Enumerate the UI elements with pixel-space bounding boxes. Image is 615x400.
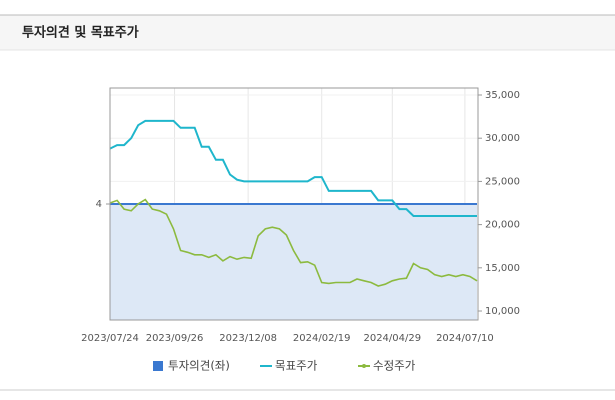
series-line [109,119,477,217]
y2-tick-label: 30,000 [485,133,520,144]
legend-label: 목표주가 [275,359,318,373]
chart-title: 투자의견 및 목표주가 [22,25,139,41]
x-tick-label: 2023/12/08 [219,333,277,344]
legend-marker [362,364,366,368]
y2-tick-label: 15,000 [485,263,520,274]
x-tick-label: 2023/09/26 [146,333,204,344]
x-tick-label: 2024/04/29 [363,333,421,344]
series-line [109,198,478,287]
y2-tick-label: 35,000 [485,90,520,101]
header-bg [0,15,615,50]
y2-tick-label: 10,000 [485,306,520,317]
legend-label: 수정주가 [373,359,416,373]
y2-tick-label: 25,000 [485,176,520,187]
x-tick-label: 2023/07/24 [81,333,139,344]
y-tick-label: 4 [96,199,102,210]
x-tick-label: 2024/02/19 [293,333,351,344]
area-fill [110,204,477,320]
plot-frame [109,87,479,321]
x-tick-label: 2024/07/10 [436,333,494,344]
legend-label: 투자의견(좌) [168,359,230,373]
legend-swatch [153,361,163,371]
y2-tick-label: 20,000 [485,220,520,231]
